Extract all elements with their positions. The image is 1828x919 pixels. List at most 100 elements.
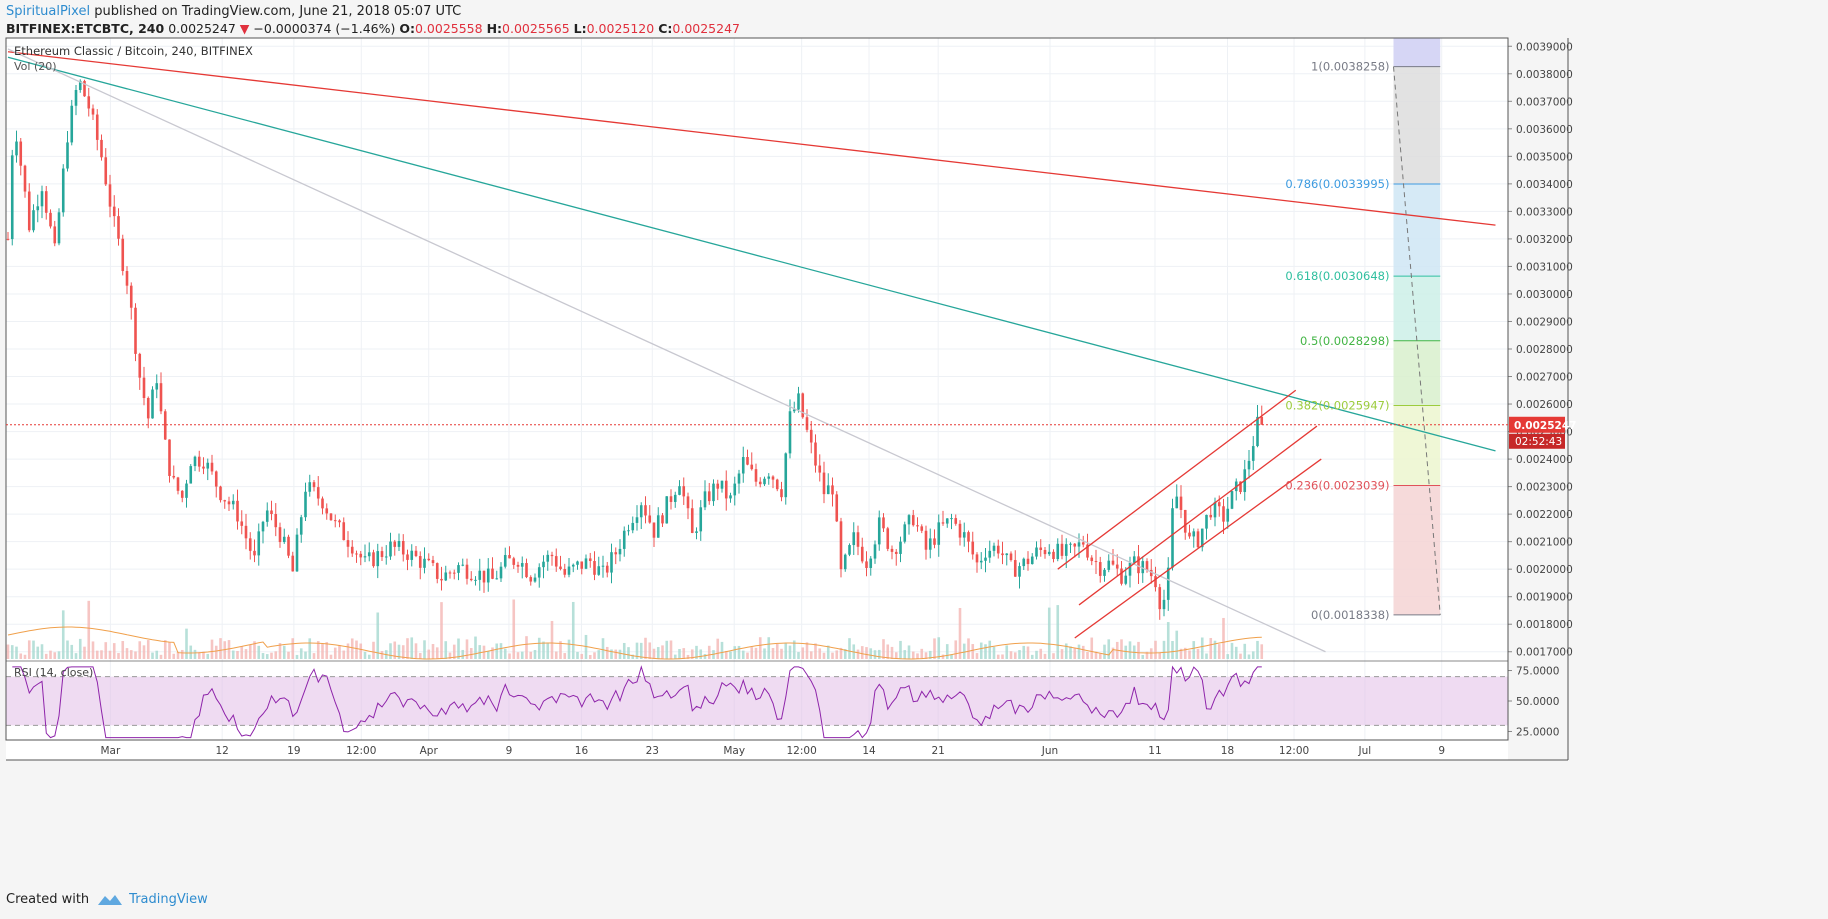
y-tick-label: 0.0019000 bbox=[1516, 592, 1573, 604]
volume-bar bbox=[835, 650, 839, 659]
volume-bar bbox=[74, 653, 78, 659]
volume-bar bbox=[894, 652, 898, 659]
candle-body bbox=[248, 538, 252, 551]
volume-bar bbox=[1001, 654, 1004, 659]
volume-bar bbox=[304, 651, 307, 659]
volume-bar bbox=[525, 636, 528, 659]
candle-body bbox=[491, 568, 494, 579]
x-tick-label: May bbox=[723, 745, 745, 757]
volume-bar bbox=[210, 639, 214, 659]
fib-level-label: 0.618(0.0030648) bbox=[1285, 269, 1389, 283]
candle-body bbox=[1183, 509, 1187, 533]
candle-body bbox=[911, 515, 915, 526]
volume-bar bbox=[580, 653, 584, 659]
volume-bar bbox=[393, 641, 397, 659]
plot-frame bbox=[5, 37, 1509, 741]
volume-bar bbox=[695, 645, 698, 659]
candle-body bbox=[83, 80, 86, 97]
y-tick-label: 0.0033000 bbox=[1516, 206, 1573, 218]
candle-body bbox=[856, 532, 860, 547]
volume-bar bbox=[839, 647, 843, 659]
volume-bar bbox=[138, 641, 142, 659]
fib-level-label: 0.382(0.0025947) bbox=[1285, 399, 1389, 413]
x-tick-label: Apr bbox=[420, 745, 439, 757]
candle-body bbox=[801, 393, 805, 418]
volume-bar bbox=[920, 648, 924, 659]
volume-bar bbox=[474, 636, 477, 659]
volume-bar bbox=[1188, 650, 1191, 659]
volume-bar bbox=[818, 648, 822, 659]
volume-bar bbox=[950, 654, 953, 659]
candle-body bbox=[163, 411, 167, 440]
rsi-label: RSI (14, close) bbox=[14, 666, 93, 679]
candle-body bbox=[282, 536, 286, 543]
volume-bar bbox=[108, 650, 112, 659]
chart-title: Ethereum Classic / Bitcoin, 240, BITFINE… bbox=[14, 44, 253, 58]
candle-body bbox=[423, 558, 426, 568]
volume-bar bbox=[856, 649, 860, 659]
tradingview-link[interactable]: TradingView bbox=[129, 892, 208, 907]
volume-bar bbox=[1039, 648, 1043, 659]
close-label: C: bbox=[658, 21, 673, 36]
volume-bar bbox=[333, 647, 337, 659]
volume-bar bbox=[945, 644, 949, 659]
candle-body bbox=[665, 496, 669, 524]
candle-body bbox=[87, 96, 91, 109]
candle-body bbox=[852, 532, 856, 546]
candle-body bbox=[737, 473, 741, 484]
x-tick-label: 23 bbox=[646, 745, 659, 757]
volume-bar bbox=[639, 642, 643, 659]
volume-bar bbox=[1166, 622, 1170, 659]
candle-body bbox=[886, 528, 890, 549]
candle-body bbox=[397, 541, 401, 547]
volume-bar bbox=[193, 649, 197, 659]
volume-bar bbox=[1230, 642, 1234, 659]
candle-body bbox=[903, 524, 907, 542]
candle-body bbox=[380, 551, 384, 557]
volume-bar bbox=[444, 641, 448, 659]
volume-bar bbox=[601, 638, 605, 659]
candle-body bbox=[321, 498, 324, 509]
candle-body bbox=[444, 572, 448, 581]
volume-bar bbox=[911, 651, 915, 659]
high-value: 0.0025565 bbox=[502, 21, 570, 36]
trendline bbox=[7, 56, 1496, 452]
candle-body bbox=[134, 307, 137, 354]
candle-body bbox=[1001, 553, 1004, 556]
candle-body bbox=[1137, 556, 1140, 574]
volume-bar bbox=[1239, 653, 1242, 659]
candle-body bbox=[814, 442, 817, 466]
volume-bar bbox=[724, 650, 728, 659]
candle-body bbox=[529, 577, 533, 582]
volume-bar bbox=[414, 643, 418, 659]
rsi-band bbox=[6, 676, 1508, 726]
candle-body bbox=[716, 483, 720, 489]
candle-body bbox=[597, 566, 601, 575]
candle-body bbox=[1158, 587, 1162, 610]
symbol-label[interactable]: BITFINEX:ETCBTC, 240 bbox=[6, 21, 165, 36]
candle-body bbox=[916, 525, 919, 527]
candle-body bbox=[431, 560, 435, 564]
candle-body bbox=[618, 548, 622, 555]
candle-body bbox=[223, 500, 227, 502]
volume-bar bbox=[1226, 654, 1230, 659]
publisher-link[interactable]: SpiritualPixel bbox=[6, 4, 91, 19]
candle-body bbox=[146, 398, 150, 419]
candle-body bbox=[571, 564, 575, 567]
channel-line bbox=[1057, 389, 1297, 570]
candle-body bbox=[427, 558, 431, 561]
volume-bar bbox=[1222, 617, 1225, 659]
volume-bar bbox=[397, 644, 401, 659]
volume-bar bbox=[516, 652, 520, 659]
y-tick-label: 0.0021000 bbox=[1516, 537, 1573, 549]
candle-body bbox=[406, 554, 409, 560]
candle-body bbox=[979, 560, 983, 563]
volume-bar bbox=[486, 651, 490, 659]
volume-bar bbox=[1256, 640, 1259, 659]
volume-bar bbox=[576, 651, 579, 659]
candle-body bbox=[924, 530, 928, 550]
candle-body bbox=[720, 480, 724, 489]
open-value: 0.0025558 bbox=[414, 21, 483, 36]
volume-bar bbox=[822, 652, 826, 659]
